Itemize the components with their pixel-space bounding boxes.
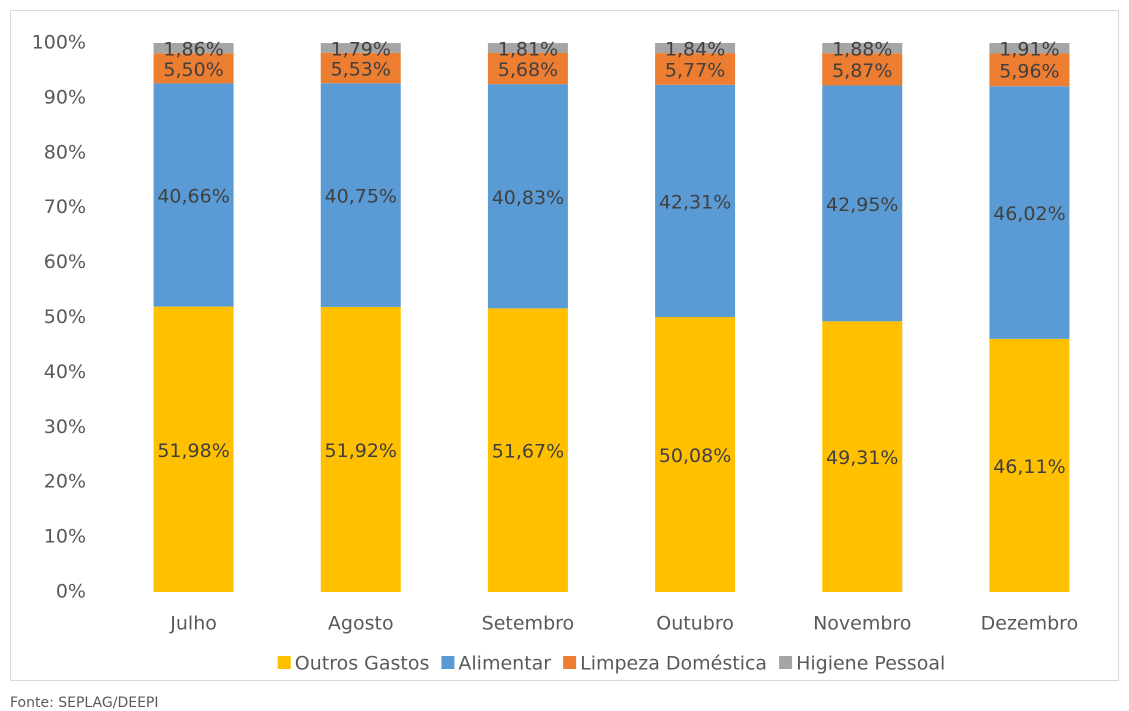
y-tick-label: 40%: [44, 361, 86, 383]
y-tick-label: 80%: [44, 141, 86, 163]
data-label: 42,95%: [826, 194, 898, 216]
data-label: 40,83%: [492, 187, 564, 209]
data-label: 46,11%: [993, 456, 1065, 478]
x-tick-label: Setembro: [482, 613, 574, 635]
bar-segment: [320, 43, 401, 53]
data-label: 5,53%: [331, 59, 391, 81]
x-tick-label: Julho: [169, 613, 217, 635]
bar-segment: [153, 53, 234, 84]
bar-segment: [487, 43, 568, 53]
x-tick-label: Outubro: [656, 613, 734, 635]
bar-segment: [655, 84, 736, 318]
bar-segment: [822, 42, 903, 54]
y-tick-label: 70%: [44, 196, 86, 218]
bar-segment: [655, 43, 736, 54]
x-tick-label: Agosto: [328, 613, 394, 635]
data-label: 40,75%: [325, 186, 397, 208]
legend-swatch: [441, 656, 455, 669]
bar-segment: [320, 306, 401, 592]
bar-segment: [822, 85, 903, 322]
data-label: 40,66%: [157, 186, 229, 208]
bar-segment: [989, 53, 1070, 87]
data-label: 1,79%: [331, 38, 391, 60]
data-label: 1,81%: [498, 39, 558, 61]
x-tick-label: Novembro: [813, 613, 911, 635]
x-tick-label: Dezembro: [981, 613, 1079, 635]
legend-label: Outros Gastos: [295, 653, 430, 675]
data-label: 42,31%: [659, 191, 731, 213]
data-label: 5,96%: [999, 60, 1059, 82]
bar-segment: [989, 86, 1070, 339]
bar-segment: [655, 317, 736, 592]
y-tick-label: 60%: [44, 251, 86, 273]
bar-segment: [989, 338, 1070, 592]
y-tick-label: 20%: [44, 471, 86, 493]
bar-segment: [320, 52, 401, 84]
data-label: 51,92%: [325, 440, 397, 462]
data-label: 1,91%: [999, 39, 1059, 61]
data-label: 5,50%: [163, 59, 223, 81]
data-label: 1,88%: [832, 39, 892, 61]
data-label: 1,86%: [163, 39, 223, 61]
bar-segment: [822, 321, 903, 592]
legend-label: Alimentar: [458, 653, 551, 675]
bar-segment: [153, 306, 234, 592]
bar-segment: [487, 84, 568, 309]
bar-segment: [153, 43, 234, 54]
y-tick-label: 90%: [44, 86, 86, 108]
bar-segment: [320, 83, 401, 307]
bar-segment: [487, 308, 568, 592]
y-tick-label: 100%: [32, 32, 86, 54]
data-label: 51,98%: [157, 440, 229, 462]
bar-segment: [822, 53, 903, 86]
y-tick-label: 10%: [44, 526, 86, 548]
y-tick-label: 30%: [44, 416, 86, 438]
data-label: 5,68%: [498, 59, 558, 81]
bar-segment: [989, 43, 1070, 54]
source-note: Fonte: SEPLAG/DEEPI: [10, 695, 159, 711]
legend-swatch: [277, 656, 291, 669]
legend-swatch: [779, 656, 793, 669]
bar-segment: [153, 83, 234, 307]
y-tick-label: 50%: [44, 306, 86, 328]
legend-label: Higiene Pessoal: [796, 653, 945, 675]
data-label: 46,02%: [993, 203, 1065, 225]
data-label: 1,84%: [665, 39, 725, 61]
y-tick-label: 0%: [56, 581, 86, 603]
data-label: 51,67%: [492, 441, 564, 463]
bar-segment: [655, 53, 736, 85]
bar-segment: [487, 52, 568, 85]
data-label: 5,87%: [832, 60, 892, 82]
legend-swatch: [563, 656, 577, 669]
data-label: 49,31%: [826, 447, 898, 469]
data-label: 5,77%: [665, 59, 725, 81]
data-label: 50,08%: [659, 445, 731, 467]
legend-label: Limpeza Doméstica: [580, 653, 767, 675]
